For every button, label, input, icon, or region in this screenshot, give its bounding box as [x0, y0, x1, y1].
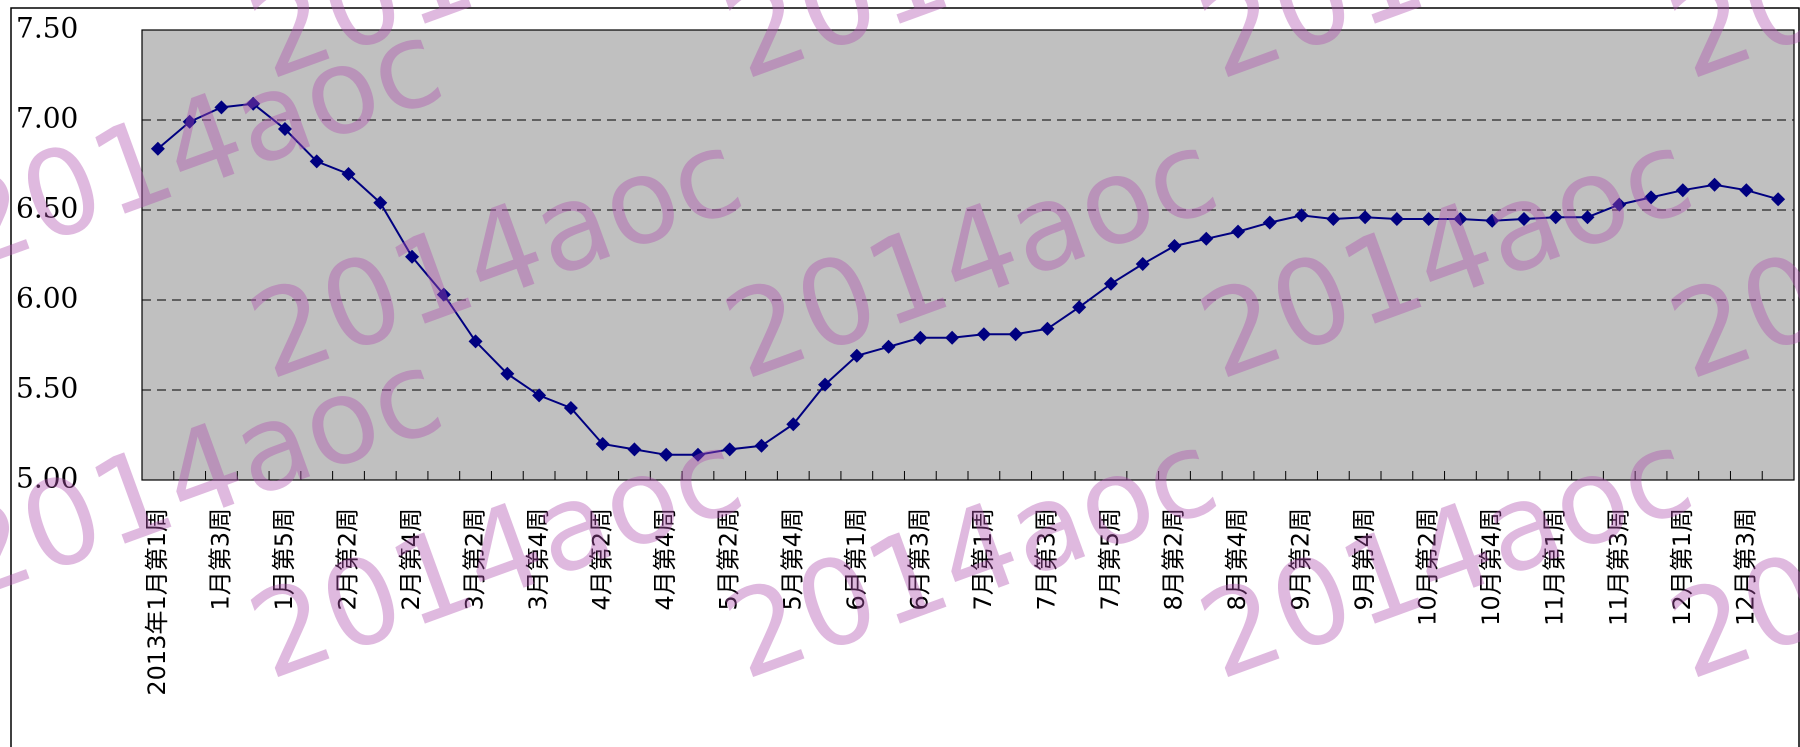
marker: [246, 96, 261, 111]
x-tick-label: 7月第3周: [1032, 508, 1060, 611]
marker: [1072, 300, 1087, 315]
x-tick-label: 1月第5周: [270, 508, 298, 611]
marker: [1294, 208, 1309, 223]
plot-area: [141, 29, 1795, 481]
x-tick-label: 4月第4周: [651, 508, 679, 611]
marker: [563, 401, 578, 415]
x-tick-label: 2月第2周: [334, 508, 362, 611]
marker: [595, 437, 610, 451]
x-tick-label: 7月第5周: [1096, 508, 1124, 611]
x-tick-label: 11月第3周: [1604, 508, 1632, 626]
marker: [1326, 212, 1341, 226]
marker: [214, 100, 229, 115]
marker: [1421, 212, 1436, 226]
marker: [1008, 327, 1023, 342]
x-tick-label: 3月第4周: [524, 508, 552, 611]
marker: [690, 447, 705, 462]
x-tick-label: 9月第2周: [1287, 508, 1315, 611]
y-tick-label: 5.50: [16, 372, 78, 405]
marker: [1580, 210, 1595, 225]
x-tick-label: 4月第2周: [588, 508, 616, 611]
marker: [1231, 224, 1246, 239]
y-tick-label: 6.00: [16, 282, 78, 315]
marker: [1644, 190, 1659, 205]
marker: [1103, 276, 1118, 291]
x-tick-label: 9月第4周: [1350, 508, 1378, 611]
x-tick-label: 10月第2周: [1414, 508, 1442, 626]
marker: [1453, 212, 1468, 226]
x-tick-label: 5月第2周: [715, 508, 743, 611]
marker: [150, 141, 165, 156]
marker: [1262, 215, 1277, 230]
marker: [1675, 183, 1690, 198]
marker: [849, 348, 864, 363]
x-tick-label: 1月第3周: [206, 508, 234, 611]
marker: [976, 327, 991, 342]
x-tick-label: 8月第4周: [1223, 508, 1251, 611]
marker: [1612, 197, 1627, 212]
x-tick-label: 11月第1周: [1541, 508, 1569, 626]
marker: [627, 442, 642, 457]
marker: [1040, 321, 1055, 336]
marker: [945, 330, 960, 345]
y-tick-label: 6.50: [16, 192, 78, 225]
marker: [405, 249, 420, 264]
marker: [500, 366, 515, 381]
marker: [1771, 192, 1786, 207]
marker: [468, 334, 483, 349]
x-tick-label: 2013年1月第1周: [143, 508, 171, 696]
y-tick-label: 5.00: [16, 462, 78, 495]
marker: [786, 417, 801, 432]
marker: [373, 195, 388, 210]
marker: [341, 167, 356, 181]
marker: [818, 377, 833, 392]
marker: [754, 438, 769, 453]
marker: [881, 339, 896, 354]
x-tick-label: 5月第4周: [778, 508, 806, 611]
marker: [1739, 183, 1754, 198]
marker: [532, 388, 547, 403]
marker: [1485, 213, 1500, 228]
x-tick-label: 7月第1周: [969, 508, 997, 611]
marker: [309, 154, 324, 169]
marker: [1167, 239, 1182, 253]
x-tick-label: 2月第4周: [397, 508, 425, 611]
marker: [277, 122, 292, 136]
y-tick-label: 7.00: [16, 102, 78, 135]
y-tick-label: 7.50: [16, 12, 78, 45]
x-tick-label: 12月第1周: [1668, 508, 1696, 626]
marker: [436, 287, 451, 302]
marker: [1548, 210, 1563, 225]
x-tick-label: 6月第1周: [842, 508, 870, 611]
marker: [1389, 212, 1404, 226]
marker: [1516, 212, 1531, 226]
x-tick-label: 10月第4周: [1477, 508, 1505, 626]
marker: [1199, 231, 1214, 246]
marker: [1135, 257, 1150, 271]
x-tick-label: 3月第2周: [461, 508, 489, 611]
marker: [182, 114, 197, 129]
series-line: [157, 102, 1779, 456]
x-tick-label: 12月第3周: [1731, 508, 1759, 626]
marker: [1707, 177, 1722, 192]
marker: [1358, 210, 1373, 225]
marker: [913, 330, 928, 345]
x-tick-label: 8月第2周: [1160, 508, 1188, 611]
x-tick-label: 6月第3周: [905, 508, 933, 611]
marker: [722, 442, 737, 457]
marker: [659, 447, 674, 462]
